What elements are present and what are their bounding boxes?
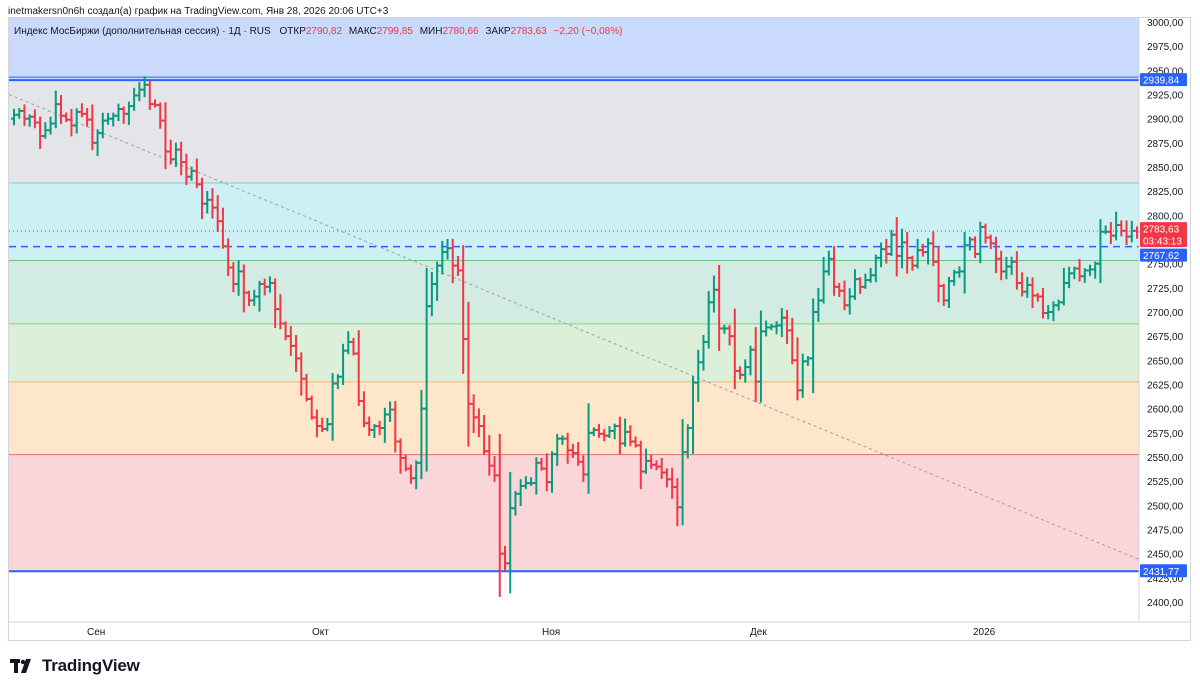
time-tick-label: Ноя [542, 627, 560, 638]
countdown-badge-bg [1140, 234, 1187, 248]
last-price-badge: 2783,63 [1143, 225, 1180, 236]
legend-low-label: МИН [419, 26, 443, 37]
tradingview-logo[interactable]: TradingView [10, 656, 140, 676]
chart-header-text: inetmakersn0n6h создал(а) график на Trad… [8, 6, 389, 17]
legend-change: −2,20 (−0,08%) [553, 26, 623, 37]
price-tick-label: 2950,00 [1147, 66, 1184, 77]
price-tick-label: 2550,00 [1147, 453, 1184, 464]
legend-high-value: 2799,85 [376, 26, 413, 37]
price-tick-label: 2900,00 [1147, 115, 1184, 126]
price-tick-label: 2625,00 [1147, 381, 1184, 392]
fib-bottom-price-badge-bg [1140, 564, 1187, 578]
price-tick-label: 2725,00 [1147, 284, 1184, 295]
legend-symbol[interactable]: Индекс МосБиржи (дополнительная сессия) … [14, 26, 271, 37]
legend-high-label: МАКС [348, 26, 377, 37]
price-tick-label: 2425,00 [1147, 574, 1184, 585]
price-tick-label: 2525,00 [1147, 477, 1184, 488]
dashed-level-badge-bg [1140, 248, 1187, 262]
fib-zone-2 [9, 260, 1139, 324]
price-tick-label: 2675,00 [1147, 332, 1184, 343]
fib-bottom-price-badge: 2431,77 [1143, 567, 1180, 578]
time-tick-label: 2026 [973, 627, 996, 638]
fib-zone-4 [9, 381, 1139, 455]
fib-zone-top [9, 18, 1139, 81]
legend-low-value: 2780,66 [442, 26, 479, 37]
price-tick-label: 2925,00 [1147, 91, 1184, 102]
last-price-badge-bg [1140, 222, 1187, 236]
legend-close-value: 2783,63 [510, 26, 547, 37]
legend-open-value: 2790,82 [305, 26, 343, 37]
price-tick-label: 2975,00 [1147, 42, 1184, 53]
countdown-badge: 03:43:13 [1143, 237, 1182, 248]
fib-zone-0 [9, 80, 1139, 183]
ohlc-legend: Индекс МосБиржи (дополнительная сессия) … [14, 26, 626, 37]
price-tick-label: 2825,00 [1147, 187, 1184, 198]
time-tick-label: Дек [750, 627, 767, 638]
price-tick-label: 2500,00 [1147, 501, 1184, 512]
chart-canvas[interactable]: 3000,00 2975,00 2950,00 2925,00 2900,00 2875,… [9, 18, 1190, 640]
fib-zone-5 [9, 454, 1139, 572]
fib-top-price-badge: 2939,84 [1143, 76, 1180, 87]
price-tick-label: 2400,00 [1147, 598, 1184, 609]
tradingview-logo-icon [10, 659, 31, 673]
dashed-level-badge: 2767,62 [1143, 251, 1180, 262]
fib-zone-3 [9, 323, 1139, 382]
price-tick-label: 2650,00 [1147, 356, 1184, 367]
price-tick-label: 2475,00 [1147, 526, 1184, 537]
legend-open-label: ОТКР [279, 26, 306, 37]
price-tick-label: 2600,00 [1147, 405, 1184, 416]
fib-zone-1 [9, 182, 1139, 261]
time-tick-label: Окт [312, 627, 329, 638]
legend-close-label: ЗАКР [485, 26, 511, 37]
price-tick-label: 2850,00 [1147, 163, 1184, 174]
chart-frame[interactable]: 3000,00 2975,00 2950,00 2925,00 2900,00 2875,… [8, 17, 1191, 641]
price-tick-label: 2800,00 [1147, 211, 1184, 222]
price-tick-label: 2875,00 [1147, 139, 1184, 150]
price-tick-label: 2700,00 [1147, 308, 1184, 319]
time-tick-label: Сен [87, 627, 105, 638]
price-tick-label: 2575,00 [1147, 429, 1184, 440]
price-tick-label: 2750,00 [1147, 260, 1184, 271]
price-tick-label: 2450,00 [1147, 550, 1184, 561]
fib-top-price-badge-bg [1140, 73, 1187, 87]
price-tick-label: 3000,00 [1147, 18, 1184, 29]
tradingview-logo-text: TradingView [42, 656, 140, 675]
price-axis-bg[interactable] [1139, 18, 1190, 640]
